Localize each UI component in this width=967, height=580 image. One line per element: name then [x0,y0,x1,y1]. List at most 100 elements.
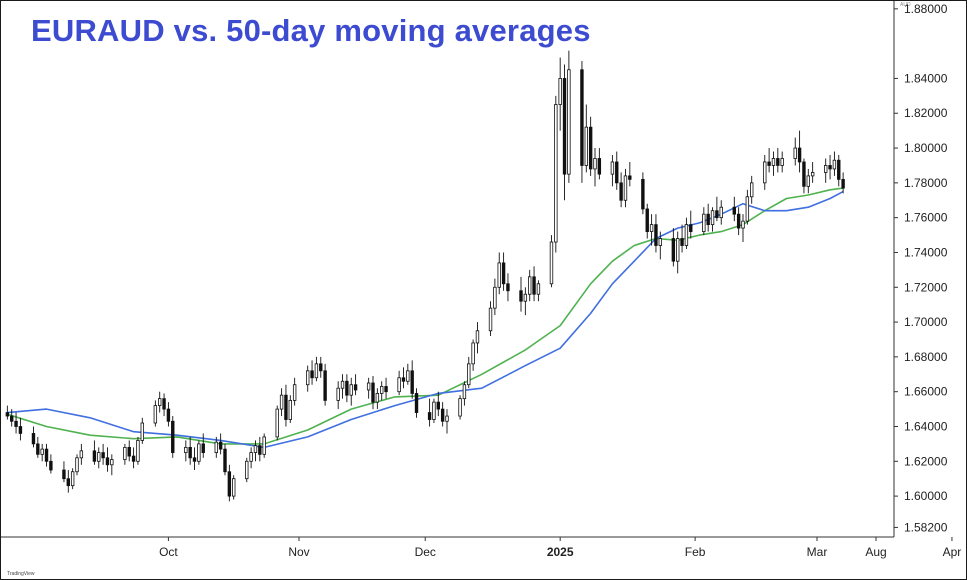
candle-up [79,450,84,459]
candle-up [214,441,218,454]
candle-up [649,224,654,232]
candle-down [828,165,832,170]
candle-up [719,206,723,219]
moving-average-green [7,187,844,445]
candle-down [680,238,684,246]
candle-up [375,393,380,403]
candle-up [406,370,410,382]
candle-down [384,386,388,393]
candle-down [506,283,510,292]
candle-up [741,220,745,229]
candle-up [458,398,462,417]
candle-up [314,363,319,379]
candle-down [797,147,802,163]
y-tick-label: 1.88000 [904,2,948,16]
candle-down [410,370,414,394]
candle-up [684,224,689,246]
candle-down [736,213,741,229]
candle-down [588,126,593,170]
candle-up [380,386,384,394]
candle-down [105,457,110,466]
candle-down [619,182,623,201]
ma-blue-line [7,190,844,449]
candle-down [131,455,136,462]
candle-down [580,69,584,166]
candle-down [323,370,327,401]
unit-label: AUD [900,2,911,8]
candle-up [40,448,44,455]
candle-up [153,405,158,424]
candle-up [184,446,188,454]
x-tick-label: Nov [288,545,309,559]
candle-down [284,394,288,420]
y-tick-label: 1.58200 [904,520,948,534]
y-tick-label: 1.72000 [904,280,948,294]
candle-up [549,241,554,285]
candle-down [345,380,349,396]
candle-up [70,471,75,487]
candle-down [401,377,406,382]
candle-up [750,182,754,198]
candle-down [319,363,323,372]
candle-up [306,370,310,386]
x-axis-ticks: OctNovDec2025FebMarAprMayJunJulAug [159,537,962,559]
candle-down [732,206,736,215]
candle-up [340,380,345,389]
candle-down [628,175,632,180]
candle-up [445,415,449,422]
x-tick-label: Apr [943,545,962,559]
candle-up [432,401,436,420]
candle-up [336,387,340,401]
candle-up [397,377,401,393]
ma-green-line [7,187,844,445]
candle-down [414,393,419,413]
candle-down [767,161,771,166]
y-tick-label: 1.74000 [904,245,948,259]
candle-up [523,293,528,302]
candle-up [824,165,828,173]
y-tick-label: 1.66000 [904,385,948,399]
axes: AUD [1,1,911,538]
candle-down [162,398,166,410]
candle-down [92,450,97,462]
candle-up [584,126,588,166]
candle-down [802,161,806,187]
candle-up [292,384,297,401]
candle-down [10,415,14,422]
candle-down [66,478,70,487]
candle-down [837,159,841,180]
candle-down [671,238,676,262]
candle-up [467,363,471,386]
y-tick-label: 1.64000 [904,419,948,433]
y-axis-ticks: 1.58200 1.60000 1.62000 1.64000 1.66000 1.680… [894,2,948,534]
candle-up [288,399,292,420]
x-tick-label: Aug [865,545,886,559]
y-tick-label: 1.82000 [904,106,948,120]
candle-down [310,370,314,379]
x-tick-label: Dec [415,545,436,559]
candle-down [776,158,780,166]
candle-down [166,408,171,422]
candle-down [36,443,40,455]
x-tick-label: 2025 [547,545,574,559]
chart-title: EURAUD vs. 50-day moving averages [31,13,591,48]
candle-up [493,286,497,309]
candle-down [501,262,506,285]
candle-up [136,440,140,462]
candle-down [353,384,358,391]
candle-up [140,422,144,441]
candle-up [658,238,662,246]
candle-down [14,420,18,427]
candle-up [197,443,201,462]
candle-down [371,382,375,403]
candle-up [349,384,353,396]
candle-down [5,412,10,417]
candle-up [75,457,79,473]
candle-up [676,238,680,262]
candle-down [49,460,53,471]
candle-down [127,446,131,457]
candle-up [806,175,810,187]
candle-down [171,420,175,453]
y-tick-label: 1.80000 [904,141,948,155]
